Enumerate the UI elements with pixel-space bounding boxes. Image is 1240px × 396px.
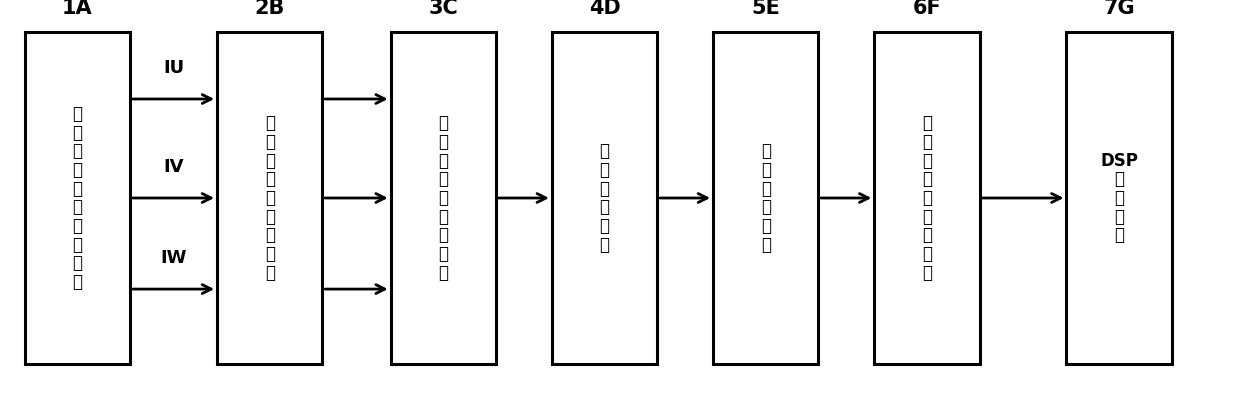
Bar (1066, 32, 1172, 364)
Bar (391, 32, 496, 364)
Text: 5E: 5E (751, 0, 780, 18)
Text: 1A: 1A (62, 0, 93, 18)
Text: IW: IW (160, 249, 187, 267)
Text: DSP
处
理
电
路: DSP 处 理 电 路 (1100, 152, 1138, 244)
Text: IU: IU (162, 59, 185, 77)
Bar (25, 32, 130, 364)
Text: 6F: 6F (913, 0, 941, 18)
Bar (874, 32, 980, 364)
Text: 3C: 3C (429, 0, 458, 18)
Text: IV: IV (164, 158, 184, 176)
Text: 比
例
积
分
电
路: 比 例 积 分 电 路 (599, 142, 610, 254)
Text: 4D: 4D (589, 0, 620, 18)
Bar (713, 32, 818, 364)
Text: 电
流
信
号
抗
干
扰
电
路: 电 流 信 号 抗 干 扰 电 路 (264, 114, 275, 282)
Text: 过
流
信
号
抗
干
扰
电
路: 过 流 信 号 抗 干 扰 电 路 (921, 114, 932, 282)
Bar (217, 32, 322, 364)
Text: 2B: 2B (254, 0, 285, 18)
Text: 7G: 7G (1104, 0, 1135, 18)
Text: 过
流
比
较
电
路: 过 流 比 较 电 路 (760, 142, 771, 254)
Text: 三
相
电
流
输
出
电
流
信
号: 三 相 电 流 输 出 电 流 信 号 (72, 105, 83, 291)
Bar (552, 32, 657, 364)
Text: 精
密
整
流
绝
对
值
电
路: 精 密 整 流 绝 对 值 电 路 (438, 114, 449, 282)
